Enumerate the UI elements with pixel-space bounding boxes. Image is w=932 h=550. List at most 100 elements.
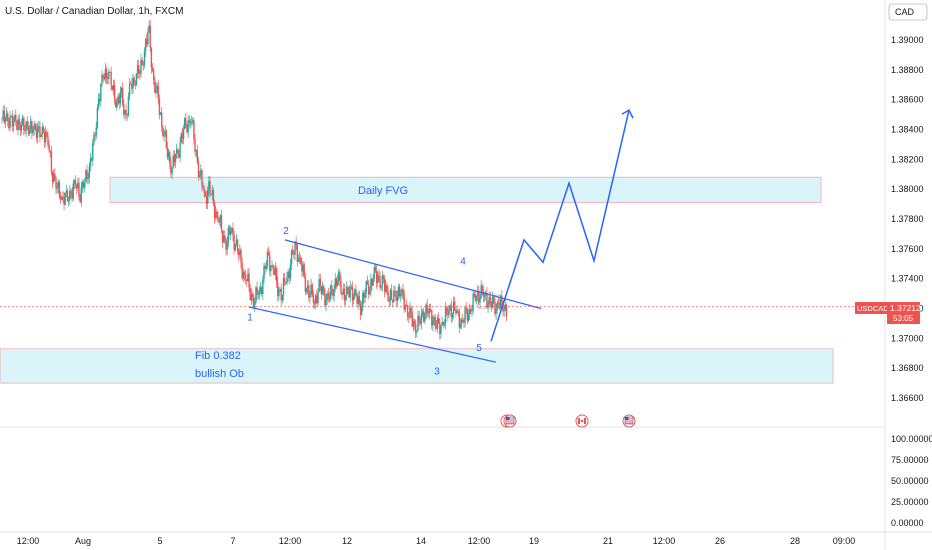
candle-body <box>53 173 55 182</box>
candle-body <box>437 318 440 324</box>
zones-layer: Daily FVG Fib 0.382 bullish Ob <box>0 176 834 384</box>
candle-body <box>148 25 150 32</box>
candle-body <box>92 143 94 161</box>
candle-body <box>419 321 421 324</box>
candle-body <box>365 281 367 293</box>
time-axis[interactable]: 12:00 Aug 5 7 12:00 12 14 12:00 19 21 12:00 26 28 09:… <box>17 536 856 546</box>
candle-body <box>259 287 262 292</box>
candle-body <box>352 297 355 301</box>
candle-body <box>255 287 257 303</box>
candle-body <box>56 187 58 189</box>
candle-body <box>479 298 481 303</box>
candle-body <box>335 278 338 286</box>
candle-body <box>48 144 50 151</box>
candle-body <box>386 285 388 292</box>
candle-body <box>314 295 317 304</box>
candle-body <box>150 47 153 68</box>
candle-body <box>371 279 373 286</box>
candle-body <box>77 182 79 189</box>
candle-body <box>373 267 376 279</box>
candle-body <box>454 301 456 309</box>
candle-body <box>434 317 436 326</box>
candle-body <box>42 127 45 132</box>
candle-body <box>425 304 427 317</box>
candle-body <box>162 126 164 136</box>
candle-body <box>13 115 16 121</box>
candle-body <box>125 110 127 115</box>
event-flags[interactable] <box>500 414 636 428</box>
candle-body <box>439 323 441 334</box>
candle-body <box>436 318 439 329</box>
candle-body <box>380 285 382 288</box>
candle-body <box>331 285 333 290</box>
candle-body <box>486 292 488 308</box>
indicator-axis[interactable]: 100.00000 75.00000 50.00000 25.00000 0.00000 <box>891 434 932 528</box>
candle-body <box>325 300 327 306</box>
price-tick-label: 1.37600 <box>891 244 924 254</box>
candle-body <box>120 88 123 92</box>
candle-body <box>281 294 284 301</box>
candle-body <box>144 39 147 51</box>
candle-body <box>208 181 210 191</box>
candle-body <box>303 264 305 278</box>
candle-body <box>136 65 139 74</box>
price-tick-label: 1.38400 <box>891 125 924 135</box>
candle-body <box>235 239 238 244</box>
candle-body <box>190 122 193 123</box>
candle-body <box>121 88 124 105</box>
candle-body <box>18 119 20 125</box>
candle-body <box>286 278 288 284</box>
candle-body <box>198 175 201 178</box>
candle-body <box>385 285 387 292</box>
candle-body <box>154 79 156 93</box>
currency-button[interactable]: CAD <box>888 3 928 21</box>
candle-body <box>423 311 425 322</box>
candle-body <box>180 133 182 143</box>
candle-body <box>504 304 506 310</box>
us-flag-icon <box>622 414 636 428</box>
candle-body <box>379 276 381 288</box>
candle-body <box>472 293 474 311</box>
candle-body <box>382 275 385 280</box>
candle-body <box>20 124 23 131</box>
candle-body <box>433 317 435 321</box>
price-axis[interactable]: 1.39000 1.38800 1.38600 1.38400 1.38200 1.380… <box>891 35 924 403</box>
candle-body <box>98 98 101 102</box>
fvg-zone <box>109 176 822 203</box>
candle-body <box>54 173 56 178</box>
time-tick-label: 12:00 <box>468 536 491 546</box>
candle-body <box>292 250 294 254</box>
candle-body <box>41 127 43 135</box>
candle-body <box>10 116 12 117</box>
candle-body <box>296 244 299 262</box>
candle-body <box>211 189 213 195</box>
candle-body <box>387 291 389 302</box>
candle-body <box>227 227 230 243</box>
candle-body <box>462 319 464 323</box>
candle-body <box>339 271 341 281</box>
candle-body <box>79 197 81 203</box>
candle-body <box>96 107 99 128</box>
candle-body <box>306 285 309 289</box>
candle-body <box>164 130 166 134</box>
candle-body <box>221 230 224 243</box>
candle-body <box>202 185 204 189</box>
candle-body <box>305 288 308 292</box>
candle-body <box>169 152 171 164</box>
candle-body <box>239 249 241 256</box>
selection-box <box>477 294 501 309</box>
candle-body <box>113 84 116 100</box>
candle-body <box>159 112 162 115</box>
candle-body <box>498 302 501 309</box>
candles-layer <box>1 19 508 340</box>
candle-body <box>491 296 494 308</box>
candle-body <box>323 286 325 293</box>
candle-body <box>23 117 25 130</box>
candle-body <box>417 315 419 331</box>
candle-body <box>420 313 423 324</box>
candle-body <box>140 59 142 74</box>
candle-body <box>31 121 33 134</box>
candle-body <box>473 293 475 296</box>
projection-path <box>490 109 630 342</box>
